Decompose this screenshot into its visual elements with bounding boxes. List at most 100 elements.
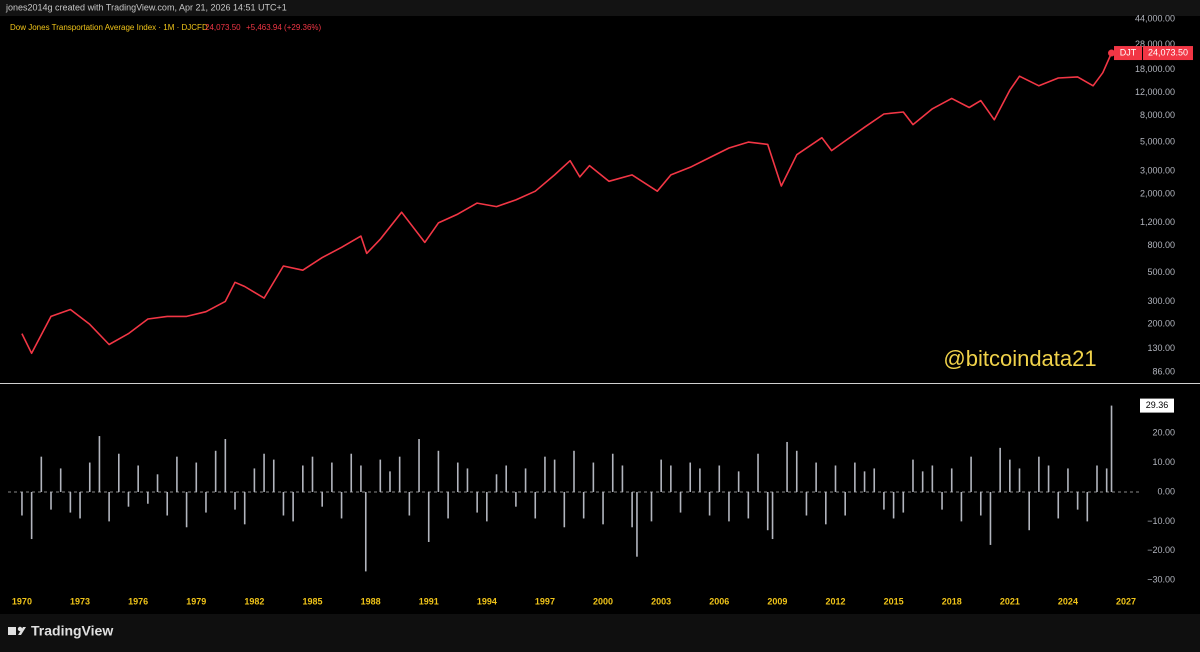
x-tick-label: 1997 [535,596,555,606]
change-bar [224,439,227,492]
change-bar [147,491,149,504]
y-tick-label: 3,000.00 [1140,165,1175,175]
change-bar [340,491,343,519]
y-tick-label: −30.00 [1147,575,1175,585]
x-tick-label: 2018 [942,596,962,606]
y-tick-label: 130.00 [1147,343,1175,353]
change-bar [466,468,469,492]
change-bar [360,465,362,492]
change-bar [50,491,52,510]
last-value-box [1140,398,1174,413]
change-bar [456,462,459,492]
change-bar [447,491,449,519]
y-tick-label: 300.00 [1147,296,1175,306]
change-bar [427,491,430,542]
change-bar [21,491,23,516]
change-bar [631,491,633,528]
symbol-label: DJT [1120,47,1137,57]
change-bar [108,491,110,522]
change-bar [1009,459,1011,492]
change-bar [40,456,43,492]
y-tick-label: 44,000.00 [1135,13,1175,23]
change-bar [292,491,294,522]
x-tick-label: 1970 [12,596,32,606]
change-bar [931,465,934,492]
change-bar [766,491,769,531]
change-bar [795,450,798,492]
change-bar [534,491,537,519]
change-bar [166,491,169,516]
change-bar [1076,491,1079,510]
x-tick-label: 2009 [767,596,787,606]
change-bar [573,450,575,492]
x-tick-label: 1973 [70,596,90,606]
change-bar [921,471,924,492]
y-tick-label: 500.00 [1147,267,1175,277]
y-tick-label: 20.00 [1152,428,1175,438]
y-tick-label: 86.00 [1152,367,1175,377]
change-bar [331,462,333,492]
change-bar [844,491,846,516]
change-bar [350,453,353,492]
change-bar [79,491,81,519]
change-bar [59,468,62,492]
x-tick-label: 1982 [244,596,264,606]
change-bar [854,462,856,492]
change-bar [476,491,478,513]
change-bar [1110,405,1113,492]
x-tick-label: 2012 [825,596,845,606]
change-bar [253,468,256,492]
change-bar [364,491,367,572]
change-bar [398,456,401,492]
change-bar [176,456,178,492]
y-tick-label: 0.00 [1157,486,1175,496]
change-bar [592,462,595,492]
change-bar [941,491,943,510]
x-tick-label: 2000 [593,596,613,606]
change-bar [553,459,556,492]
change-bar [1047,465,1050,492]
legend-last: 24,073.50 [205,23,241,32]
change-bar [582,491,585,519]
change-bar [563,491,566,528]
y-tick-label: 1,200.00 [1140,217,1175,227]
change-bar [389,471,391,492]
change-bar [708,491,711,516]
header-text: jones2014g created with TradingView.com,… [5,2,287,12]
change-bar [786,441,788,492]
change-bar [418,439,420,492]
y-tick-label: −10.00 [1147,516,1175,526]
last-price-label: 24,073.50 [1148,47,1188,57]
last-price-box [1143,46,1193,61]
legend-title: Dow Jones Transportation Average Index ·… [10,23,208,32]
change-bar [1028,491,1031,531]
change-bar [950,468,953,492]
change-bar [205,491,207,513]
x-tick-label: 2024 [1058,596,1078,606]
change-bar [979,491,982,516]
y-tick-label: 28,000.00 [1135,39,1175,49]
change-bar [495,474,498,492]
change-bar [1057,491,1060,519]
change-bar [892,491,895,519]
change-bar [771,491,774,540]
y-tick-label: 8,000.00 [1140,110,1175,120]
change-bar [127,491,130,507]
change-bar [621,465,624,492]
change-bar [970,456,972,492]
x-tick-label: 1988 [361,596,381,606]
x-tick-label: 2015 [884,596,904,606]
change-bar [636,491,638,557]
change-bar [650,491,653,522]
change-bar [282,491,285,516]
change-bar [505,465,508,492]
legend-change: +5,463.94 (+29.36%) [246,23,322,32]
change-bar [437,450,440,492]
y-tick-label: −20.00 [1147,545,1175,555]
change-bar [234,491,236,510]
change-bar [902,491,905,513]
change-bar [960,491,963,522]
change-bar [379,459,382,492]
change-bar [1086,491,1089,522]
